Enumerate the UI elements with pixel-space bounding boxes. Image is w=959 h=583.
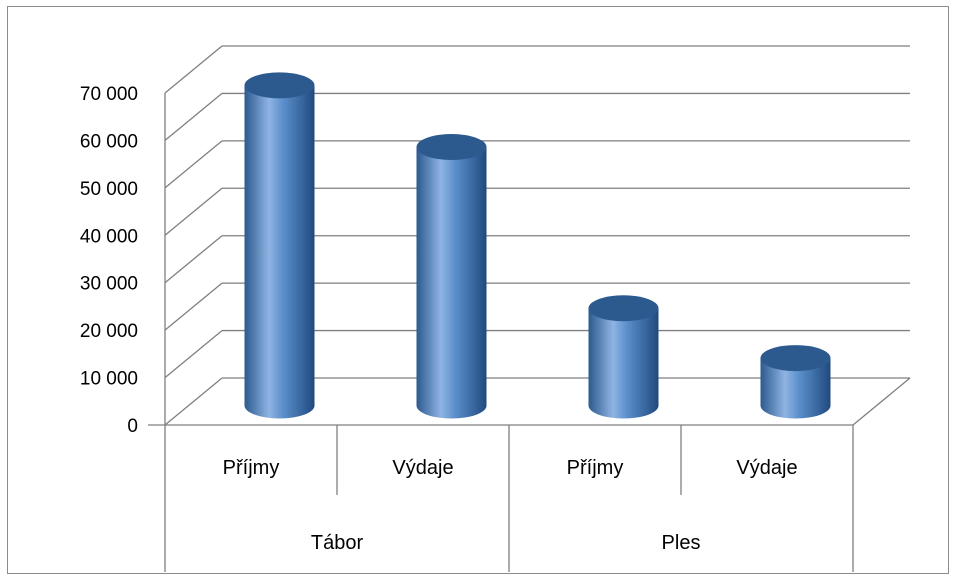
gridline-diagonal: [164, 187, 223, 236]
bar: [588, 295, 659, 419]
y-tick-label: 50 000: [80, 179, 138, 200]
gridline-diagonal: [164, 140, 223, 189]
category-label: Výdaje: [392, 457, 453, 479]
gridline-diagonal: [164, 282, 223, 331]
gridline-diagonal: [164, 45, 223, 94]
bar-body: [244, 85, 315, 419]
bar-body: [416, 147, 487, 419]
bar-top: [760, 345, 831, 372]
group-label: Tábor: [311, 532, 364, 554]
bar-body: [588, 308, 659, 419]
bar-body: [760, 358, 831, 419]
bars: [244, 72, 831, 419]
y-tick-label: 60 000: [80, 131, 138, 152]
y-tick-label: 70 000: [80, 84, 138, 105]
gridline-diagonal: [164, 330, 223, 379]
y-tick-label: 40 000: [80, 226, 138, 247]
axes: [148, 93, 911, 572]
gridline-diagonal: [164, 235, 223, 284]
bar: [244, 72, 315, 419]
gridline-diagonal: [164, 92, 223, 141]
category-label: Příjmy: [567, 457, 624, 479]
group-label: Ples: [662, 532, 701, 554]
bar-top: [416, 134, 487, 161]
category-label: Příjmy: [223, 457, 280, 479]
labels: 0 10 000 20 000 30 000 40 000 50 000 60 000 70 …: [80, 84, 798, 554]
y-tick-label: 0: [127, 416, 138, 437]
y-tick-label: 10 000: [80, 369, 138, 390]
bar: [416, 134, 487, 419]
bar-top: [588, 295, 659, 322]
floor-right-edge: [852, 377, 911, 426]
gridline-diagonal: [164, 377, 223, 426]
gridlines: [164, 45, 910, 426]
bar: [760, 345, 831, 419]
y-tick-label: 20 000: [80, 321, 138, 342]
category-label: Výdaje: [736, 457, 797, 479]
y-tick-label: 30 000: [80, 274, 138, 295]
bar-top: [244, 72, 315, 99]
